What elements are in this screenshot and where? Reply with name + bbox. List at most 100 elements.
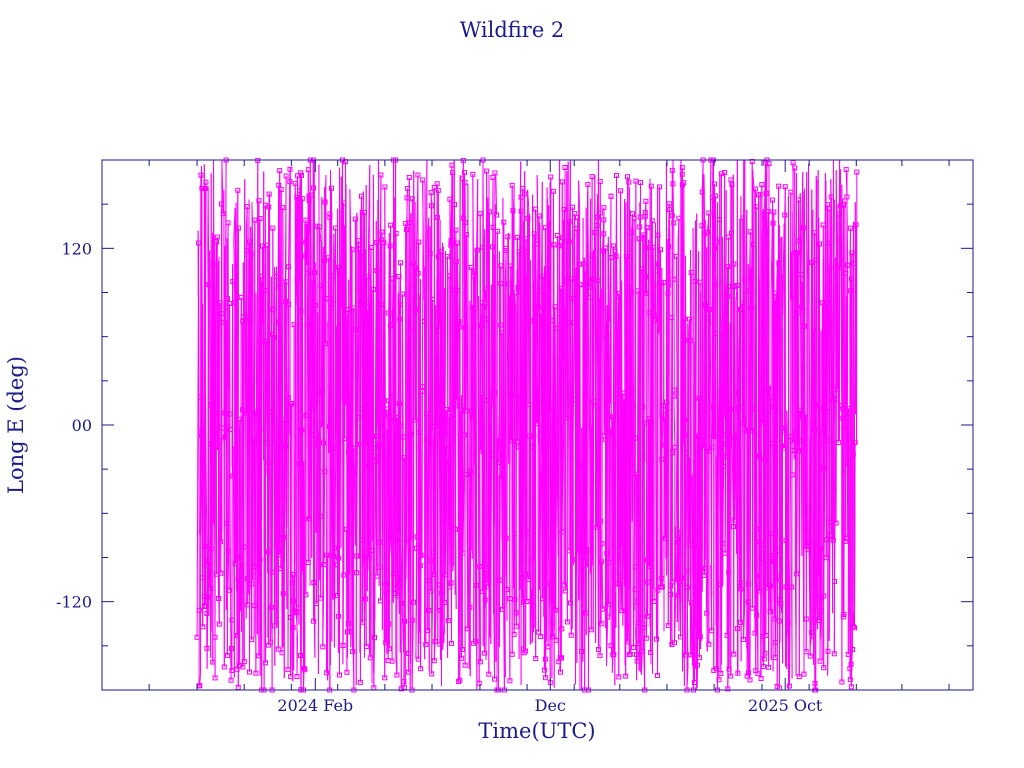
series-segment: [846, 408, 849, 539]
data-point: [415, 270, 421, 276]
data-point: [761, 215, 767, 221]
data-point: [368, 245, 374, 250]
data-point: [669, 167, 675, 173]
data-point: [389, 658, 395, 664]
data-point: [257, 557, 263, 563]
data-point: [247, 317, 253, 323]
series-segment: [287, 266, 289, 670]
series-segment: [482, 159, 485, 308]
data-point: [278, 535, 284, 541]
data-point: [216, 596, 222, 601]
data-point: [551, 242, 557, 248]
data-point: [244, 248, 250, 254]
data-point: [791, 429, 797, 435]
data-point: [585, 181, 591, 187]
data-point: [773, 290, 779, 296]
data-point: [327, 295, 333, 301]
data-point: [566, 548, 572, 554]
data-point: [377, 442, 383, 448]
data-point: [589, 253, 595, 258]
data-point: [240, 664, 246, 670]
series-segment: [805, 407, 808, 652]
data-point: [414, 534, 420, 540]
data-point: [303, 253, 309, 259]
data-point: [714, 666, 719, 672]
data-point: [725, 283, 731, 289]
data-point: [422, 319, 427, 324]
data-point: [397, 423, 403, 429]
series-segment: [777, 186, 780, 212]
data-point: [629, 404, 635, 410]
data-point: [431, 440, 436, 446]
series-segment: [333, 466, 337, 648]
data-point: [620, 443, 626, 449]
data-point: [478, 447, 484, 453]
data-point: [682, 652, 688, 658]
data-point: [631, 216, 637, 221]
data-point: [413, 265, 418, 271]
data-point: [706, 210, 712, 216]
series-segment: [734, 437, 736, 521]
data-point: [655, 673, 660, 678]
data-point: [412, 307, 418, 313]
data-point: [428, 190, 434, 196]
data-point: [636, 641, 642, 646]
data-point: [447, 196, 453, 202]
data-point: [498, 322, 504, 328]
data-point: [672, 444, 678, 450]
data-point: [449, 640, 454, 646]
data-point: [467, 604, 473, 610]
data-point: [391, 571, 397, 577]
data-point: [199, 427, 205, 433]
data-point: [356, 238, 361, 244]
data-point: [220, 211, 226, 217]
data-point: [394, 537, 400, 542]
data-point: [359, 298, 365, 304]
series-segment: [353, 448, 356, 480]
data-point: [221, 664, 227, 670]
data-point: [594, 223, 600, 228]
data-point: [712, 181, 717, 187]
data-point: [501, 219, 507, 225]
data-point: [321, 562, 327, 568]
data-point: [772, 655, 778, 661]
data-point: [636, 236, 642, 242]
data-point: [746, 670, 751, 676]
data-point: [549, 536, 555, 542]
data-point: [370, 287, 376, 292]
data-point: [249, 637, 255, 643]
series-segment: [362, 256, 365, 564]
data-point: [303, 412, 309, 418]
data-point: [801, 323, 807, 329]
data-point: [674, 253, 679, 259]
data-point: [376, 539, 382, 545]
data-point: [397, 316, 403, 322]
data-point: [353, 327, 359, 333]
data-point: [652, 313, 658, 319]
data-point: [645, 579, 651, 585]
data-point: [694, 434, 700, 440]
data-point: [223, 305, 229, 310]
series-segment: [703, 174, 705, 220]
data-point: [626, 284, 632, 290]
data-point: [789, 584, 795, 590]
data-point: [351, 470, 357, 476]
series-segment: [754, 188, 756, 410]
data-point: [337, 672, 342, 678]
data-point: [200, 575, 205, 581]
data-point: [402, 618, 407, 624]
data-point: [759, 560, 764, 566]
data-point: [717, 420, 722, 426]
data-point: [711, 245, 717, 251]
data-point: [651, 282, 657, 288]
data-point: [235, 225, 241, 231]
data-point: [616, 291, 622, 297]
data-point: [524, 530, 530, 536]
series-segment: [627, 176, 630, 183]
data-point: [835, 440, 841, 445]
series-segment: [492, 177, 495, 622]
data-point: [618, 573, 624, 579]
data-point: [538, 634, 544, 639]
data-point: [745, 599, 751, 605]
data-point: [660, 402, 666, 408]
